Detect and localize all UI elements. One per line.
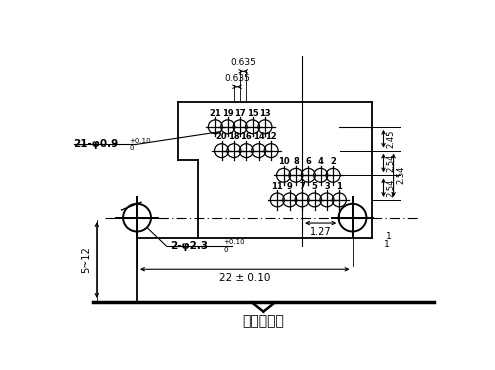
Text: 3: 3 bbox=[324, 182, 330, 191]
Text: 15: 15 bbox=[247, 108, 258, 118]
Text: 14: 14 bbox=[253, 132, 265, 141]
Text: 11: 11 bbox=[271, 182, 283, 191]
Text: 0: 0 bbox=[129, 145, 134, 151]
Text: 22 ± 0.10: 22 ± 0.10 bbox=[219, 273, 270, 283]
Text: 7: 7 bbox=[299, 182, 305, 191]
Text: 0.635: 0.635 bbox=[224, 74, 250, 83]
Text: 21: 21 bbox=[209, 108, 221, 118]
Text: +0.10: +0.10 bbox=[223, 239, 245, 245]
Text: 17: 17 bbox=[234, 108, 246, 118]
Text: 18: 18 bbox=[228, 132, 240, 141]
Text: 1: 1 bbox=[386, 232, 392, 241]
Text: 5: 5 bbox=[311, 182, 317, 191]
Text: 12: 12 bbox=[265, 132, 277, 141]
Text: 8: 8 bbox=[293, 157, 299, 166]
Text: 2.54: 2.54 bbox=[387, 154, 396, 172]
Text: 0.635: 0.635 bbox=[230, 58, 256, 67]
Text: 2: 2 bbox=[330, 157, 336, 166]
Text: 16: 16 bbox=[241, 132, 252, 141]
Text: 10: 10 bbox=[278, 157, 290, 166]
Text: 0: 0 bbox=[223, 247, 228, 253]
Text: 9: 9 bbox=[287, 182, 293, 191]
Text: 1.27: 1.27 bbox=[310, 227, 332, 237]
Text: 1: 1 bbox=[384, 240, 390, 249]
Text: 2-φ2.3: 2-φ2.3 bbox=[170, 241, 208, 251]
Text: 5~12: 5~12 bbox=[81, 247, 91, 273]
Text: 4: 4 bbox=[318, 157, 324, 166]
Text: +0.10: +0.10 bbox=[129, 138, 151, 144]
Text: 13: 13 bbox=[259, 108, 271, 118]
Text: 2.45: 2.45 bbox=[387, 130, 396, 148]
Text: 19: 19 bbox=[222, 108, 234, 118]
Text: 21-φ0.9: 21-φ0.9 bbox=[73, 139, 119, 149]
Text: 2.54: 2.54 bbox=[396, 166, 406, 185]
Text: 20: 20 bbox=[216, 132, 227, 141]
Text: 1: 1 bbox=[337, 182, 342, 191]
Text: 2.54: 2.54 bbox=[387, 178, 396, 197]
Text: 6: 6 bbox=[305, 157, 311, 166]
Text: 印制板边缘: 印制板边缘 bbox=[243, 314, 284, 328]
